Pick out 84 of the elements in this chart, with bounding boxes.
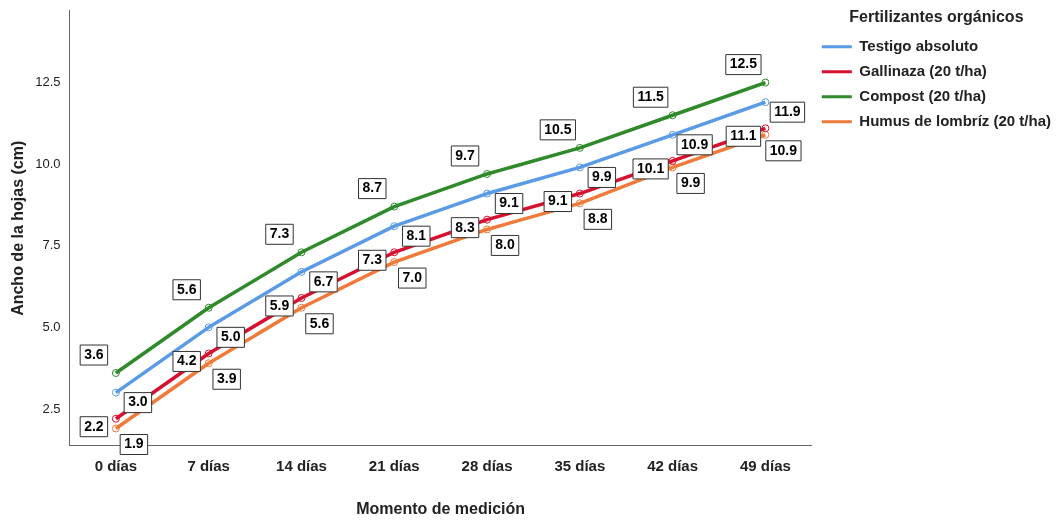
point [390,258,399,267]
data-label: 10.5 [544,120,572,137]
data-label: 9.1 [499,194,519,211]
data-label: 8.0 [495,236,515,253]
data-label: 3.9 [216,370,237,387]
y-axis-title: Ancho de la hojas (cm) [9,140,27,316]
point [390,222,399,231]
point [761,124,770,133]
data-label: 3.0 [128,393,148,410]
x-tick-label: 21 días [368,456,420,474]
point [668,163,677,172]
legend-label: Humus de lombríz (20 t/ha) [859,111,1052,129]
point [575,163,584,172]
point [575,199,584,208]
data-label: 2.2 [84,417,104,434]
data-label: 5.6 [176,280,197,297]
point [390,202,399,211]
x-tick-label: 35 días [554,456,606,474]
data-label: 1.9 [124,435,144,452]
data-label: 11.5 [637,88,665,105]
data-label: 4.2 [176,352,197,369]
x-tick-label: 49 días [739,456,791,474]
x-tick-label: 14 días [276,456,327,474]
data-label: 10.1 [637,159,665,176]
point [111,369,120,378]
data-label: 8.1 [406,227,427,244]
point [668,130,677,139]
point [761,130,770,139]
point [483,225,492,234]
data-label: 7.3 [269,225,290,242]
legend-label: Compost (20 t/ha) [859,86,986,104]
data-label: 10.9 [769,141,798,158]
y-tick-label: 12.5 [35,74,61,90]
point [390,248,399,257]
point [204,323,213,332]
data-label: 9.1 [548,192,568,209]
x-axis-title: Momento de medición [356,499,526,517]
point [297,293,306,302]
point [483,169,492,178]
y-tick-label: 10.0 [35,155,61,171]
data-label: 8.7 [362,179,383,196]
y-tick-label: 5.0 [42,318,61,334]
data-label: 11.9 [774,103,801,120]
data-label: 7.0 [402,268,423,285]
data-label: 5.0 [220,328,241,345]
point [111,414,120,423]
x-tick-label: 7 días [187,456,230,474]
data-label: 9.9 [680,174,701,191]
y-tick-label: 2.5 [42,400,61,416]
x-tick-label: 28 días [461,456,513,474]
point [297,248,306,257]
point [575,189,584,198]
data-label: 8.3 [455,218,475,235]
data-label: 7.3 [362,251,383,268]
data-label: 3.6 [84,345,104,362]
point [111,424,120,433]
point [483,189,492,198]
data-label: 9.7 [455,146,475,163]
point [761,78,770,87]
data-label: 6.7 [313,272,334,289]
data-label: 8.8 [588,210,608,227]
data-label: 9.9 [592,168,612,185]
legend-title: Fertilizantes orgánicos [849,8,1024,26]
point [111,388,120,397]
point [204,349,213,358]
point [297,267,306,276]
data-label: 5.9 [269,296,290,313]
legend-label: Gallinaza (20 t/ha) [859,61,987,79]
y-tick-label: 7.5 [42,237,61,253]
point [483,215,492,224]
x-tick-label: 0 días [94,456,138,474]
point [668,156,677,165]
point [575,143,584,152]
point [761,98,770,107]
legend-label: Testigo absoluto [859,36,979,54]
x-tick-label: 42 días [647,456,699,474]
point [204,303,213,312]
point [204,359,213,368]
point [297,303,306,312]
point [668,111,677,120]
data-label: 11.1 [730,127,757,144]
data-label: 10.9 [681,135,709,152]
data-label: 5.6 [309,314,330,331]
data-label: 12.5 [729,55,758,72]
